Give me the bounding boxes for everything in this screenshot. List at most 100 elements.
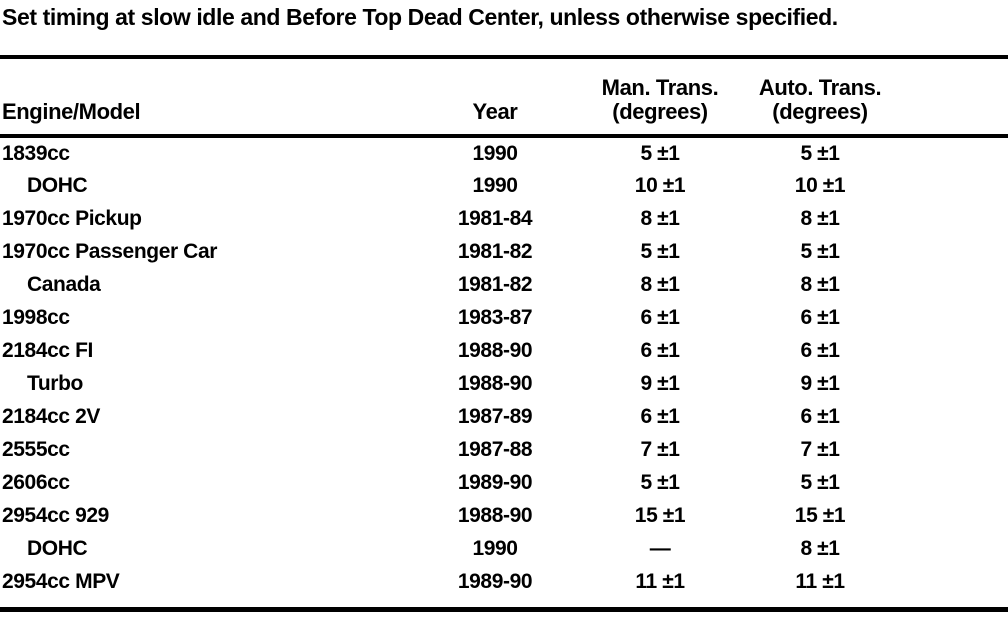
auto-trans-cell: 11 ±1 — [795, 569, 845, 593]
year-cell: 1988-90 — [457, 503, 533, 527]
auto-trans-cell: 10 ±1 — [794, 173, 846, 197]
table-header: Engine/Model Year Man. Trans. (degrees) … — [0, 59, 1008, 138]
man-trans-unit: (degrees) — [612, 99, 708, 124]
year-cell: 1990 — [472, 141, 518, 165]
year-cell: 1987-89 — [457, 404, 533, 428]
auto-trans-cell: 8 ±1 — [800, 272, 840, 296]
table-row: 2606cc 1989-90 5 ±1 5 ±1 — [0, 466, 1008, 499]
year-cell: 1987-88 — [457, 437, 533, 461]
table-row: 1998cc 1983-87 6 ±1 6 ±1 — [0, 301, 1008, 334]
engine-model-cell: Turbo — [27, 371, 83, 395]
auto-trans-cell: 5 ±1 — [800, 141, 840, 165]
timing-note: Set timing at slow idle and Before Top D… — [2, 4, 838, 30]
col-header-year: Year — [400, 59, 590, 138]
man-trans-cell: 5 ±1 — [640, 141, 680, 165]
auto-trans-cell: 8 ±1 — [800, 206, 840, 230]
man-trans-cell: 9 ±1 — [640, 371, 680, 395]
auto-trans-cell: 15 ±1 — [794, 503, 846, 527]
filler-cell — [910, 367, 1008, 400]
year-cell: 1990 — [472, 173, 518, 197]
col-header-auto-trans: Auto. Trans. (degrees) — [730, 59, 910, 138]
engine-model-cell: Canada — [27, 272, 101, 296]
bottom-rule — [0, 607, 1008, 612]
filler-cell — [910, 334, 1008, 367]
auto-trans-unit: (degrees) — [772, 99, 868, 124]
auto-trans-cell: 7 ±1 — [800, 437, 840, 461]
auto-trans-cell: 5 ±1 — [800, 239, 840, 263]
filler-cell — [910, 532, 1008, 565]
man-trans-cell: 8 ±1 — [640, 206, 680, 230]
engine-model-cell: 1839cc — [2, 141, 70, 165]
man-trans-cell: 5 ±1 — [640, 470, 680, 494]
year-cell: 1989-90 — [457, 569, 533, 593]
filler-cell — [910, 235, 1008, 268]
filler-cell — [910, 169, 1008, 202]
man-trans-label: Man. Trans. — [601, 75, 719, 100]
auto-trans-cell: 6 ±1 — [800, 305, 840, 329]
engine-model-cell: DOHC — [27, 173, 88, 197]
year-cell: 1988-90 — [457, 338, 533, 362]
filler-cell — [910, 202, 1008, 235]
table-row: Canada 1981-82 8 ±1 8 ±1 — [0, 268, 1008, 301]
engine-model-cell: 2184cc FI — [2, 338, 93, 362]
table-body: 1839cc 1990 5 ±1 5 ±1 DOHC 1990 10 ±1 10… — [0, 136, 1008, 598]
auto-trans-cell: 5 ±1 — [800, 470, 840, 494]
engine-model-cell: 2555cc — [2, 437, 70, 461]
filler-cell — [910, 400, 1008, 433]
auto-trans-label: Auto. Trans. — [758, 75, 882, 100]
filler-cell — [910, 301, 1008, 334]
table-row: DOHC 1990 — 8 ±1 — [0, 532, 1008, 565]
filler-cell — [910, 565, 1008, 598]
year-cell: 1981-84 — [457, 206, 533, 230]
man-trans-cell: 7 ±1 — [640, 437, 680, 461]
auto-trans-cell: 9 ±1 — [800, 371, 840, 395]
filler-cell — [910, 136, 1008, 169]
year-cell: 1981-82 — [457, 272, 533, 296]
filler-cell — [910, 268, 1008, 301]
man-trans-cell: 10 ±1 — [634, 173, 686, 197]
table-row: 2555cc 1987-88 7 ±1 7 ±1 — [0, 433, 1008, 466]
table-row: 1970cc Passenger Car 1981-82 5 ±1 5 ±1 — [0, 235, 1008, 268]
auto-trans-cell: 6 ±1 — [800, 404, 840, 428]
table-row: 1839cc 1990 5 ±1 5 ±1 — [0, 136, 1008, 169]
year-cell: 1990 — [472, 536, 518, 560]
year-cell: 1988-90 — [457, 371, 533, 395]
year-cell: 1981-82 — [457, 239, 533, 263]
man-trans-cell: 15 ±1 — [634, 503, 686, 527]
col-header-engine-model: Engine/Model — [0, 59, 400, 138]
header-row: Engine/Model Year Man. Trans. (degrees) … — [0, 59, 1008, 138]
col-header-man-trans: Man. Trans. (degrees) — [590, 59, 730, 138]
table-row: 2954cc MPV 1989-90 11 ±1 11 ±1 — [0, 565, 1008, 598]
filler-cell — [910, 433, 1008, 466]
top-rule — [0, 55, 1008, 59]
man-trans-cell: 11 ±1 — [635, 569, 685, 593]
table-row: 2184cc 2V 1987-89 6 ±1 6 ±1 — [0, 400, 1008, 433]
engine-model-cell: 2184cc 2V — [2, 404, 100, 428]
engine-model-cell: 2954cc MPV — [2, 569, 120, 593]
auto-trans-cell: 6 ±1 — [800, 338, 840, 362]
table-row: 1970cc Pickup 1981-84 8 ±1 8 ±1 — [0, 202, 1008, 235]
engine-model-cell: DOHC — [27, 536, 88, 560]
year-cell: 1983-87 — [457, 305, 533, 329]
table-row: DOHC 1990 10 ±1 10 ±1 — [0, 169, 1008, 202]
engine-model-cell: 1970cc Pickup — [2, 206, 142, 230]
engine-model-cell: 1998cc — [2, 305, 70, 329]
engine-model-cell: 2606cc — [2, 470, 70, 494]
filler-cell — [910, 466, 1008, 499]
bottom-spacer — [0, 598, 1008, 607]
auto-trans-cell: 8 ±1 — [800, 536, 840, 560]
man-trans-cell: 6 ±1 — [640, 404, 680, 428]
table-row: Turbo 1988-90 9 ±1 9 ±1 — [0, 367, 1008, 400]
engine-model-cell: 1970cc Passenger Car — [2, 239, 217, 263]
engine-model-cell: 2954cc 929 — [2, 503, 109, 527]
man-trans-cell: 6 ±1 — [640, 305, 680, 329]
man-trans-cell: 6 ±1 — [640, 338, 680, 362]
year-cell: 1989-90 — [457, 470, 533, 494]
header-filler — [910, 59, 1008, 138]
man-trans-cell: — — [649, 536, 671, 560]
ignition-timing-table: Engine/Model Year Man. Trans. (degrees) … — [0, 59, 1008, 598]
table-row: 2954cc 929 1988-90 15 ±1 15 ±1 — [0, 499, 1008, 532]
table-row: 2184cc FI 1988-90 6 ±1 6 ±1 — [0, 334, 1008, 367]
man-trans-cell: 5 ±1 — [640, 239, 680, 263]
